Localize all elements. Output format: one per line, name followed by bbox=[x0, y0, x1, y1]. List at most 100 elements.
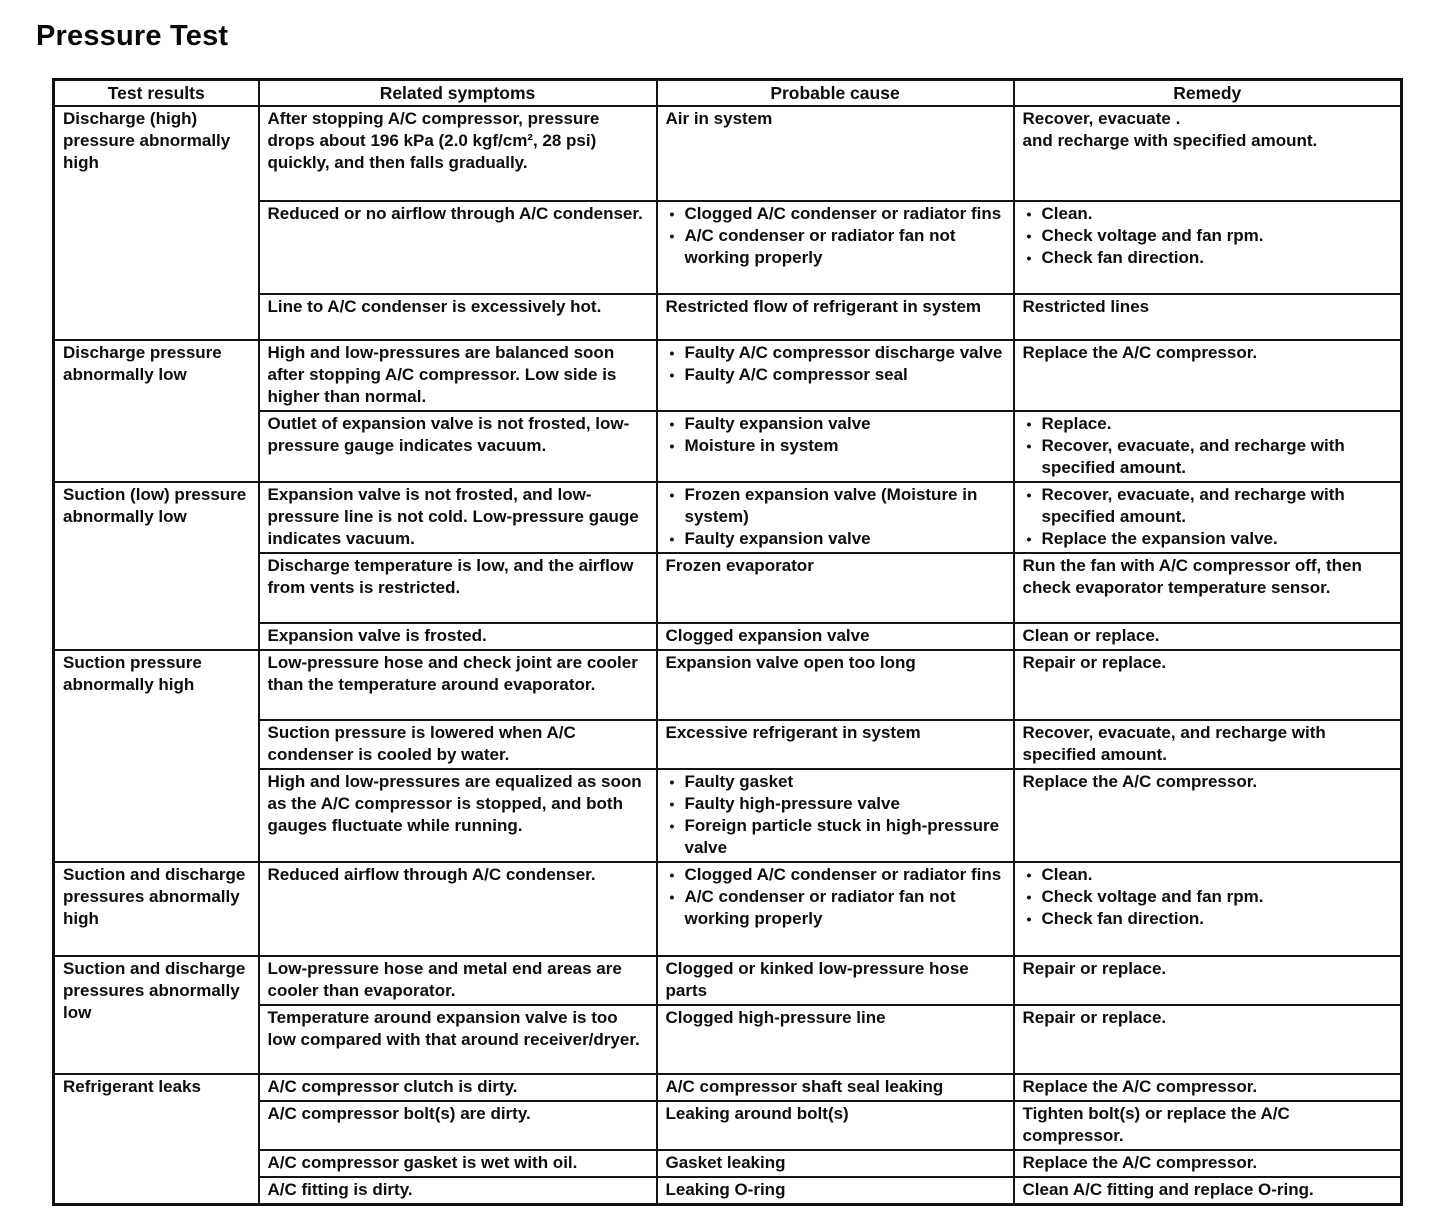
test-result-cell: Suction and discharge pressures abnormal… bbox=[52, 955, 260, 1075]
symptom-cell: Expansion valve is frosted. bbox=[257, 622, 658, 651]
cause-item: Clogged A/C condenser or radiator fins bbox=[666, 203, 1005, 225]
cause-item: Faulty expansion valve bbox=[666, 413, 1005, 435]
test-result-text: Refrigerant leaks bbox=[63, 1077, 201, 1096]
bullet-icon bbox=[1027, 435, 1032, 457]
cause-item-text: A/C condenser or radiator fan not workin… bbox=[684, 887, 956, 928]
test-result-text: Suction pressure abnormally high bbox=[63, 653, 202, 694]
table-row: Suction and discharge pressures abnormal… bbox=[52, 861, 1403, 957]
bullet-icon bbox=[670, 864, 675, 886]
cause-text: Leaking around bolt(s) bbox=[665, 1104, 849, 1123]
column-header-related-symptoms: Related symptoms bbox=[257, 78, 658, 107]
table-row: A/C fitting is dirty. Leaking O-ring Cle… bbox=[54, 1176, 1403, 1206]
remedy-item-text: Replace. bbox=[1041, 414, 1112, 433]
symptom-text: High and low-pressures are balanced soon… bbox=[267, 343, 617, 406]
cause-item-text: Foreign particle stuck in high-pressure … bbox=[684, 816, 1000, 857]
cause-item-text: Clogged A/C condenser or radiator fins bbox=[684, 204, 1002, 223]
table-row: High and low-pressures are equalized as … bbox=[54, 768, 1403, 863]
cause-cell: Gasket leaking bbox=[655, 1149, 1015, 1178]
cause-text: Restricted flow of refrigerant in system bbox=[665, 297, 982, 316]
remedy-item: Check voltage and fan rpm. bbox=[1023, 886, 1393, 908]
test-result-text: Discharge pressure abnormally low bbox=[63, 343, 222, 384]
bullet-icon bbox=[670, 225, 675, 247]
header-row: Test results Related symptoms Probable c… bbox=[52, 78, 1403, 107]
table-row: Suction and discharge pressures abnormal… bbox=[52, 955, 1403, 1075]
test-result-text: Discharge (high) pressure abnormally hig… bbox=[63, 109, 231, 172]
symptom-text: Suction pressure is lowered when A/C con… bbox=[267, 723, 576, 764]
cause-cell: Frozen expansion valve (Moisture in syst… bbox=[655, 481, 1015, 554]
cause-item: A/C condenser or radiator fan not workin… bbox=[666, 225, 1005, 269]
cause-item: Faulty gasket bbox=[666, 771, 1005, 793]
pressure-test-table: Test results Related symptoms Probable c… bbox=[52, 78, 1403, 1206]
cause-item-text: Clogged A/C condenser or radiator fins bbox=[684, 865, 1002, 884]
symptom-text: Expansion valve is frosted. bbox=[267, 626, 487, 645]
cause-item: Faulty A/C compressor discharge valve bbox=[666, 342, 1005, 364]
cause-item: Faulty high-pressure valve bbox=[666, 793, 1005, 815]
cause-cell: Clogged A/C condenser or radiator fins A… bbox=[655, 861, 1015, 957]
remedy-cell: Replace the A/C compressor. bbox=[1012, 339, 1403, 412]
table-row: Suction pressure is lowered when A/C con… bbox=[54, 719, 1403, 770]
symptom-cell: After stopping A/C compressor, pressure … bbox=[257, 105, 658, 202]
remedy-item-text: Recover, evacuate, and recharge with spe… bbox=[1041, 436, 1345, 477]
table-row: Refrigerant leaks A/C compressor clutch … bbox=[52, 1073, 1403, 1206]
cause-cell: Leaking around bolt(s) bbox=[655, 1100, 1015, 1151]
cause-text: Air in system bbox=[665, 109, 773, 128]
cause-cell: Air in system bbox=[655, 105, 1015, 202]
cause-text: Leaking O-ring bbox=[665, 1180, 786, 1199]
bullet-icon bbox=[670, 793, 675, 815]
table-row: Temperature around expansion valve is to… bbox=[54, 1004, 1403, 1075]
remedy-item-text: Check voltage and fan rpm. bbox=[1041, 887, 1264, 906]
remedy-text: Run the fan with A/C compressor off, the… bbox=[1022, 556, 1362, 597]
remedy-cell: Replace. Recover, evacuate, and recharge… bbox=[1012, 410, 1403, 483]
cause-cell: Leaking O-ring bbox=[655, 1176, 1015, 1206]
remedy-text: Replace the A/C compressor. bbox=[1022, 343, 1258, 362]
symptom-cell: High and low-pressures are balanced soon… bbox=[257, 339, 658, 412]
test-result-cell: Suction pressure abnormally high bbox=[52, 649, 260, 863]
symptom-cell: Reduced or no airflow through A/C conden… bbox=[257, 200, 658, 295]
remedy-text: Recover, evacuate, and recharge with spe… bbox=[1022, 723, 1326, 764]
remedy-item: Clean. bbox=[1023, 864, 1393, 886]
symptom-text: A/C compressor clutch is dirty. bbox=[267, 1077, 518, 1096]
cause-text: A/C compressor shaft seal leaking bbox=[665, 1077, 944, 1096]
remedy-item: Recover, evacuate, and recharge with spe… bbox=[1023, 484, 1393, 528]
test-result-text: Suction (low) pressure abnormally low bbox=[63, 485, 247, 526]
cause-cell: Restricted flow of refrigerant in system bbox=[655, 293, 1015, 341]
remedy-text: Recover, evacuate . and recharge with sp… bbox=[1022, 109, 1318, 150]
remedy-cell: Clean. Check voltage and fan rpm. Check … bbox=[1012, 200, 1403, 295]
bullet-icon bbox=[670, 771, 675, 793]
symptom-text: A/C compressor gasket is wet with oil. bbox=[267, 1153, 578, 1172]
column-header-test-results: Test results bbox=[52, 78, 260, 107]
symptom-text: Temperature around expansion valve is to… bbox=[267, 1008, 640, 1049]
remedy-text: Clean A/C fitting and replace O-ring. bbox=[1022, 1180, 1314, 1199]
cause-item-text: Faulty high-pressure valve bbox=[684, 794, 900, 813]
symptom-cell: A/C compressor gasket is wet with oil. bbox=[257, 1149, 658, 1178]
cause-item-text: Faulty A/C compressor discharge valve bbox=[684, 343, 1003, 362]
cause-item: Frozen expansion valve (Moisture in syst… bbox=[666, 484, 1005, 528]
cause-item: Moisture in system bbox=[666, 435, 1005, 457]
symptom-text: Low-pressure hose and check joint are co… bbox=[267, 653, 638, 694]
remedy-item-text: Clean. bbox=[1041, 204, 1093, 223]
symptom-cell: Low-pressure hose and check joint are co… bbox=[257, 649, 658, 721]
table-row: Suction (low) pressure abnormally low Ex… bbox=[52, 481, 1403, 651]
bullet-icon bbox=[670, 886, 675, 908]
cause-text: Clogged or kinked low-pressure hose part… bbox=[665, 959, 969, 1000]
cause-cell: Expansion valve open too long bbox=[655, 649, 1015, 721]
test-result-text: Suction and discharge pressures abnormal… bbox=[63, 865, 246, 928]
cause-item-text: Faulty expansion valve bbox=[684, 529, 871, 548]
cause-item: Faulty A/C compressor seal bbox=[666, 364, 1005, 386]
bullet-icon bbox=[670, 528, 675, 550]
bullet-icon bbox=[1027, 528, 1032, 550]
remedy-cell: Replace the A/C compressor. bbox=[1012, 1149, 1403, 1178]
bullet-icon bbox=[670, 435, 675, 457]
test-result-text: Suction and discharge pressures abnormal… bbox=[63, 959, 246, 1022]
cause-cell: Clogged expansion valve bbox=[655, 622, 1015, 651]
cause-text: Frozen evaporator bbox=[665, 556, 814, 575]
cause-cell: Faulty gasket Faulty high-pressure valve… bbox=[655, 768, 1015, 863]
bullet-icon bbox=[1027, 864, 1032, 886]
remedy-text: Repair or replace. bbox=[1022, 653, 1167, 672]
remedy-item: Replace the expansion valve. bbox=[1023, 528, 1393, 550]
bullet-icon bbox=[1027, 247, 1032, 269]
cause-cell: Clogged high-pressure line bbox=[655, 1004, 1015, 1075]
remedy-cell: Clean A/C fitting and replace O-ring. bbox=[1012, 1176, 1403, 1206]
cause-cell: Clogged or kinked low-pressure hose part… bbox=[655, 955, 1015, 1006]
remedy-text: Replace the A/C compressor. bbox=[1022, 772, 1258, 791]
